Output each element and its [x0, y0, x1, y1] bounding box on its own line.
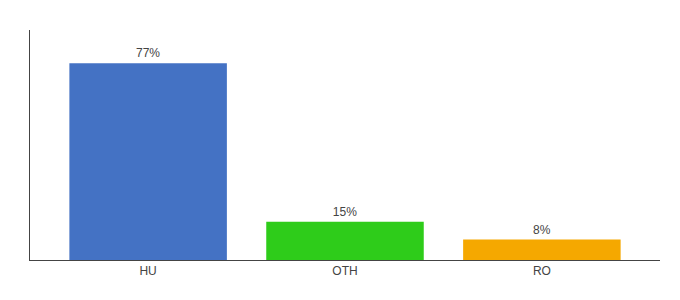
svg-text:RO: RO — [533, 264, 551, 278]
svg-text:15%: 15% — [333, 205, 357, 219]
svg-text:8%: 8% — [533, 223, 551, 237]
svg-text:OTH: OTH — [332, 264, 357, 278]
svg-text:HU: HU — [139, 264, 156, 278]
svg-text:77%: 77% — [136, 46, 160, 60]
